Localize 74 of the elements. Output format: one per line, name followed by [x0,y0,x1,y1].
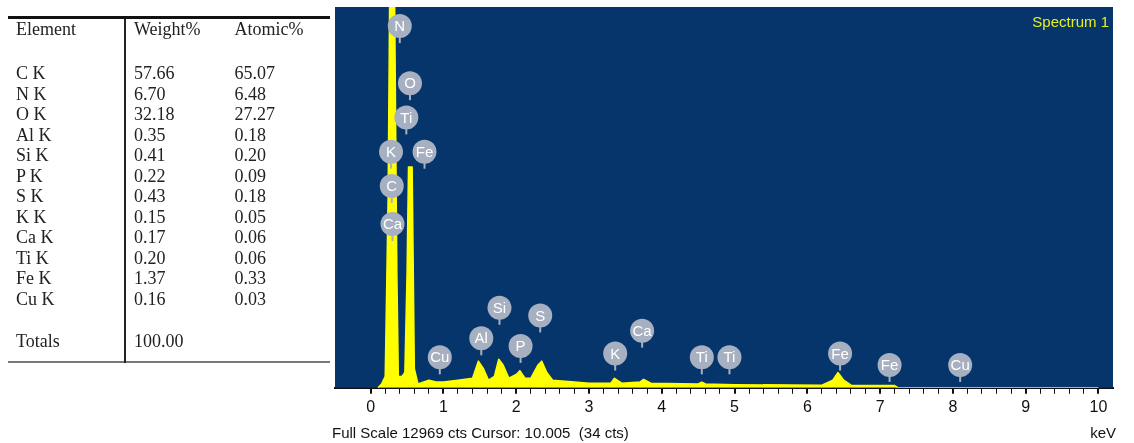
data-label: 6.48 [233,83,268,104]
data-label: 0.06 [233,227,268,248]
x-tick-label: 9 [1021,397,1031,415]
annotation: Ti [400,108,413,126]
data-label: 0.20 [233,145,268,166]
category-label: O K [8,104,125,125]
data-label: 0.15 [133,206,167,227]
data-label: 32.18 [133,104,176,125]
x-tick-label: 3 [584,397,594,415]
category-label: Ti K [8,247,125,268]
annotation: O [404,74,416,92]
annotation: Cu [430,348,450,366]
category-label: K K [8,206,125,227]
category-label: Fe K [8,268,125,289]
data-label: 0.33 [233,268,268,289]
category-label: N K [8,83,125,104]
data-label: 0.17 [133,227,167,248]
x-tick-label: 5 [730,397,740,415]
data-label: 0.20 [133,247,167,268]
annotation: Ti [723,348,736,366]
x-tick-label: 7 [875,397,885,415]
data-label: 0.18 [233,124,268,145]
annotation: P [515,337,526,355]
annotation: Ca [632,321,653,339]
annotation: S [535,306,546,324]
annotation: K [386,142,397,160]
x-tick-label: 4 [657,397,667,415]
text: Totals [8,309,125,362]
x-tick-label: 2 [511,397,521,415]
category-label: C K [8,63,125,84]
category-label: Ca K [8,227,125,248]
x-tick-label: 10 [1089,397,1108,415]
data-label: 0.03 [233,288,268,309]
data-label: 0.06 [233,247,268,268]
annotation: K [610,344,621,362]
data-label: 0.41 [133,145,167,166]
text: 100.00 [133,330,185,353]
text: Weight% [133,18,202,41]
annotation: Fe [415,142,434,160]
data-label: 0.05 [233,206,268,227]
text: Element [8,17,125,63]
text: Atomic% [233,18,305,41]
category-label: Cu K [8,288,125,309]
data-label: 0.43 [133,186,167,207]
annotation: Ca [382,215,403,233]
x-tick-label: 8 [948,397,958,415]
annotation: Fe [831,344,849,362]
x-tick-label: 0 [366,397,376,415]
x-tick-label: 6 [802,397,812,415]
category-label: Si K [8,145,125,166]
data-label: 0.18 [233,186,268,207]
data-label: 27.27 [233,104,277,125]
annotation: Ti [695,348,708,366]
data-label: 0.35 [133,124,167,145]
annotation: Al [474,329,488,347]
chart-title: Spectrum 1 [1032,12,1109,30]
data-label: 57.66 [133,63,176,84]
annotation: Cu [950,356,970,374]
data-label: 6.70 [133,83,167,104]
data-label: 1.37 [133,268,167,289]
x-axis-title: keV [1090,423,1116,441]
data-label: 0.22 [133,165,167,186]
category-label: Al K [8,124,125,145]
data-label: 65.07 [233,63,277,84]
annotation: C [386,177,398,195]
annotation: Fe [880,356,899,374]
text: Full Scale 12969 cts Cursor: 10.005 (34 cts) [332,423,629,441]
data-label: 0.16 [133,288,167,309]
data-label: 0.09 [233,165,268,186]
category-label: S K [8,186,125,207]
x-tick-label: 1 [438,397,448,415]
annotation: N [394,17,406,35]
category-label: P K [8,165,125,186]
annotation: Si [492,298,507,316]
